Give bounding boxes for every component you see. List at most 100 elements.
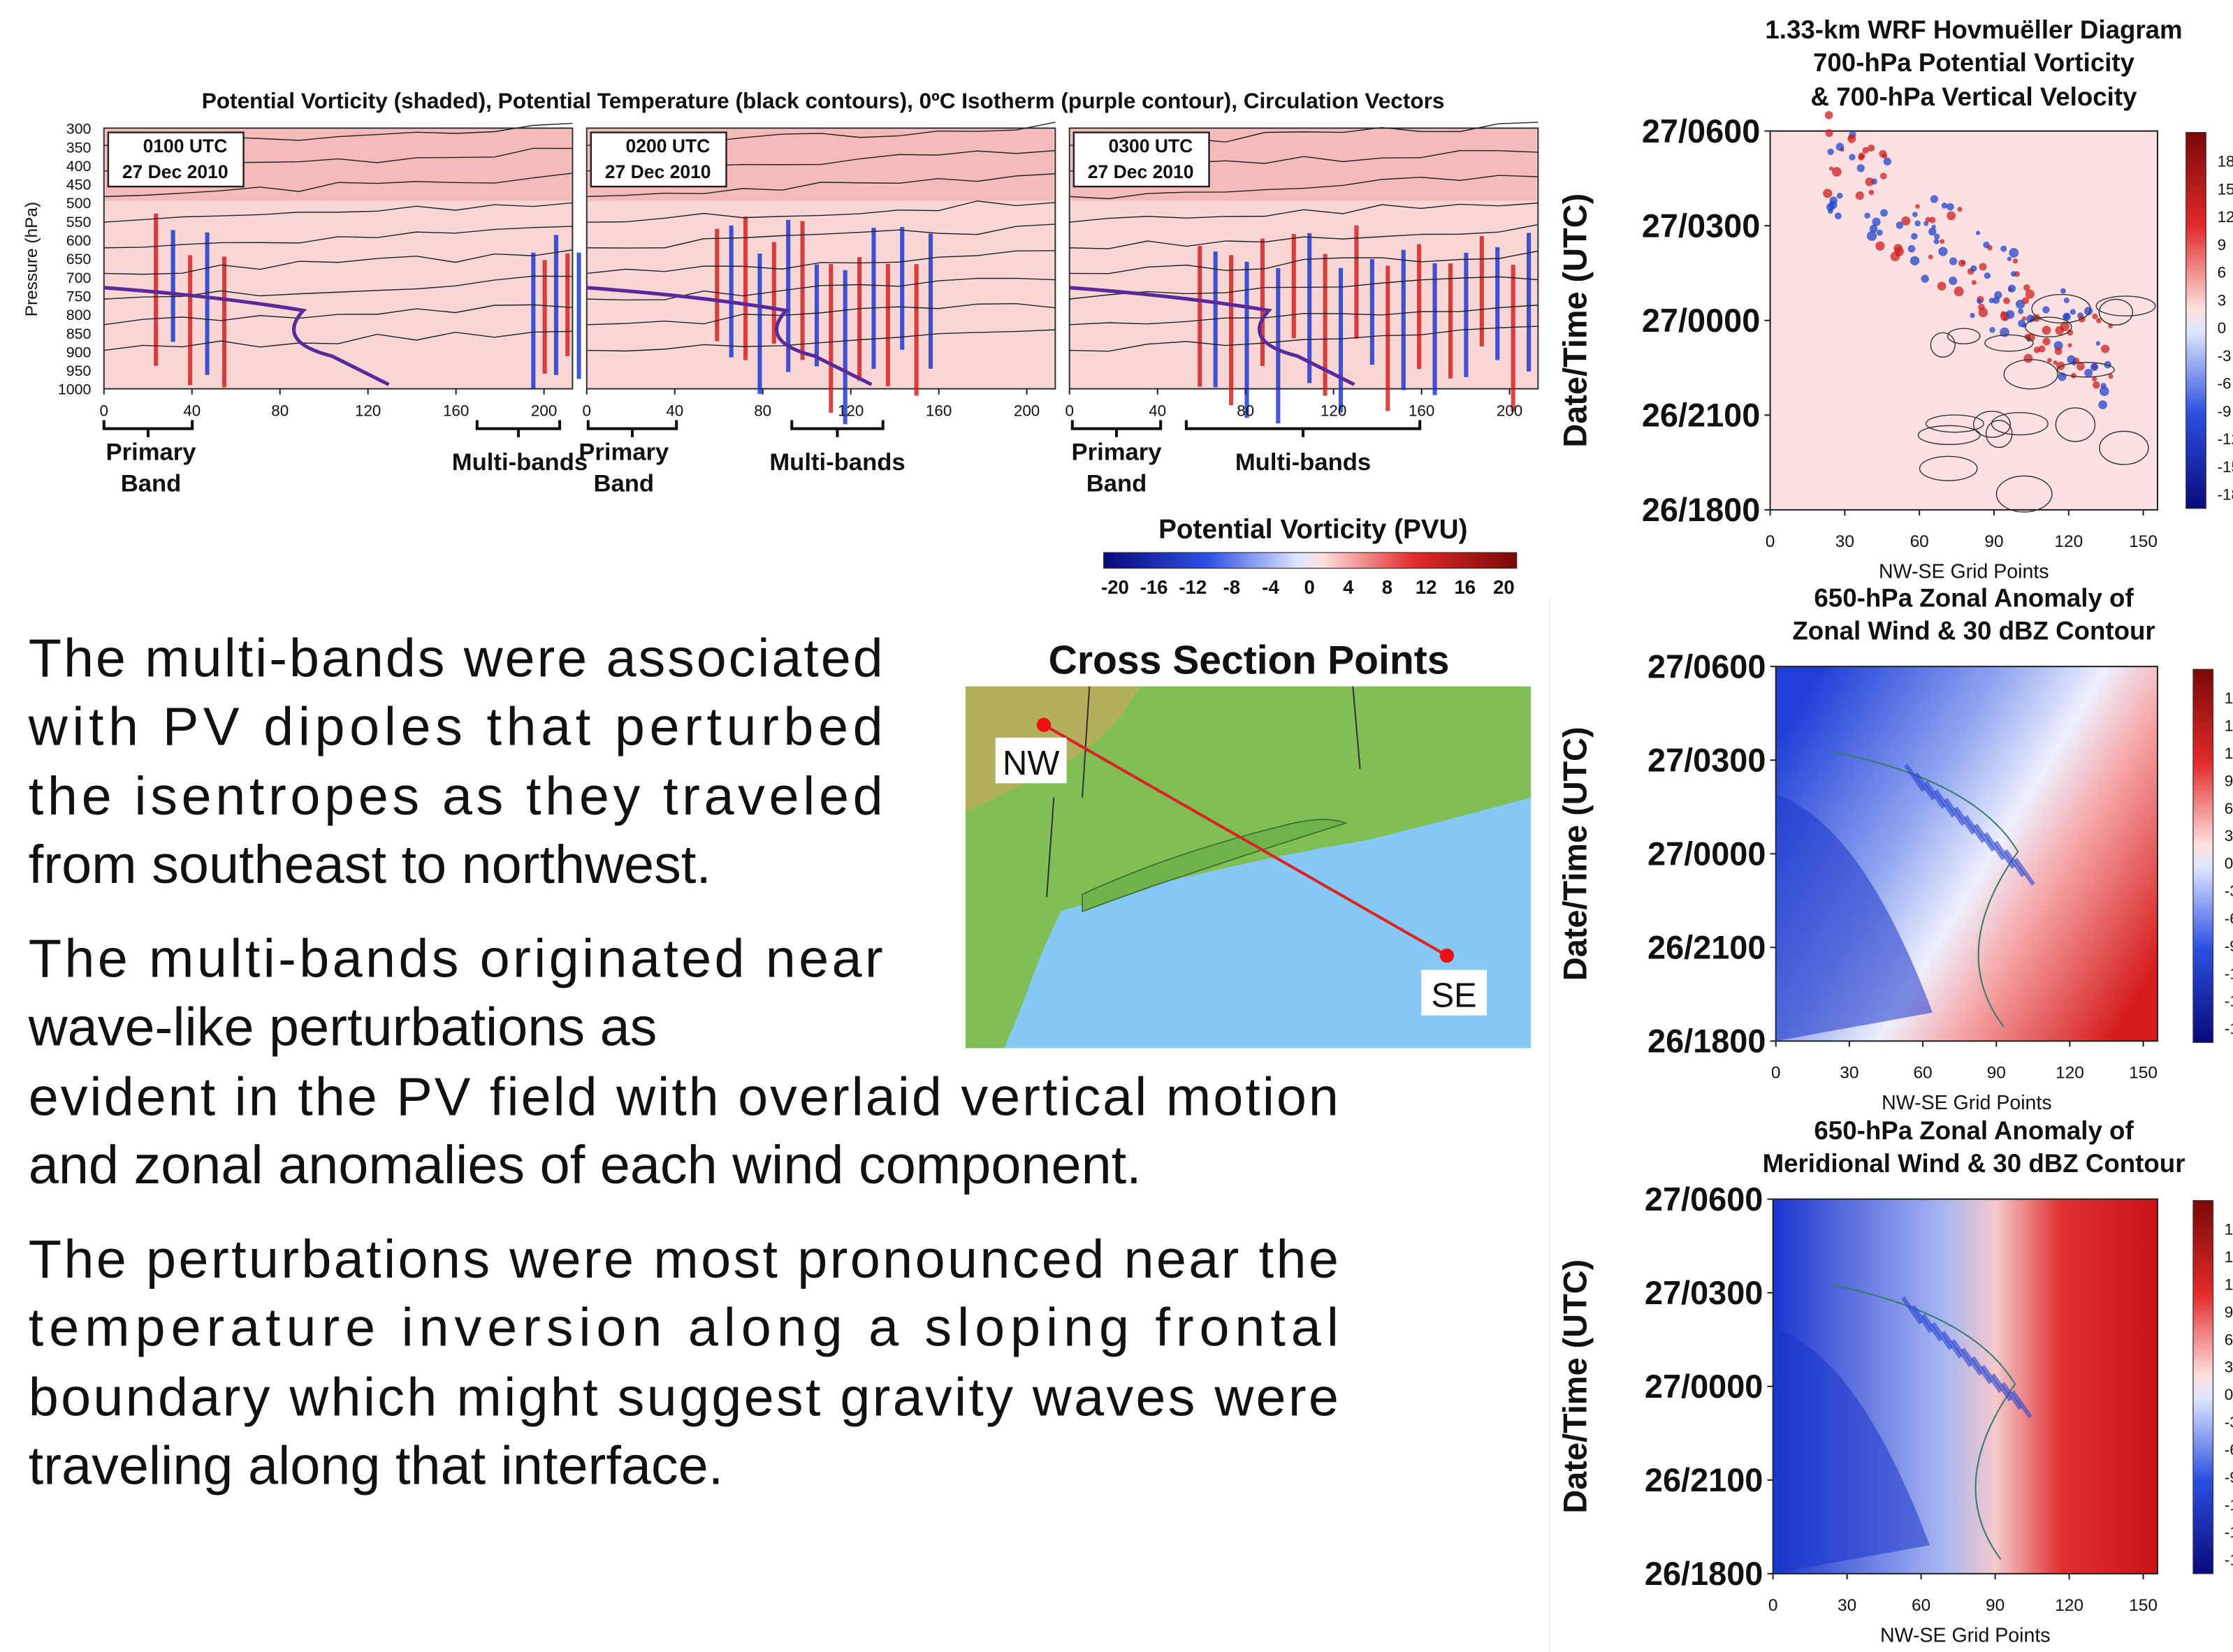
- pv-speck: [2000, 245, 2007, 252]
- colorbar-tick-label: -12: [1179, 576, 1207, 598]
- band-bracket: [1184, 420, 1422, 437]
- paragraph-line: evident in the PV field with overlaid ve…: [29, 1067, 1339, 1127]
- pv-speck: [2063, 297, 2070, 304]
- wave-stripe: [1974, 823, 1995, 852]
- colorbar-tick-label: -6: [2225, 1441, 2233, 1459]
- pv-stripe: [553, 235, 558, 375]
- wave-stripe: [1944, 798, 1965, 826]
- anomaly-core: [1775, 794, 1933, 1041]
- pv-stripe: [857, 257, 862, 381]
- x-tick-label: 30: [1835, 532, 1854, 551]
- colorbar-tick-label: 0: [2218, 319, 2226, 337]
- wave-stripe: [2003, 849, 2025, 877]
- pv-speck: [1836, 192, 1843, 199]
- colorbar: [2192, 668, 2214, 1044]
- pv-speck: [1855, 191, 1864, 200]
- pv-speck: [1890, 251, 1900, 261]
- pv-stripe: [170, 230, 175, 342]
- pv-speck: [2042, 326, 2051, 335]
- pv-speck: [1949, 276, 1958, 286]
- pv-stripe: [1464, 252, 1469, 377]
- y-tick-label: 950: [66, 363, 92, 379]
- pv-speck: [1824, 110, 1833, 119]
- pv-speck: [1910, 256, 1920, 266]
- pv-speck: [1831, 167, 1842, 177]
- pv-speck: [1915, 204, 1920, 209]
- hovmoller-panel: 1.33-km WRF Hovmuëller Diagram 700-hPa Po…: [1557, 15, 2233, 583]
- colorbar-tick-label: 15: [2218, 180, 2233, 198]
- panel-time: 0200 UTC: [626, 136, 711, 156]
- time-box: [1072, 131, 1210, 188]
- pv-speck: [2084, 368, 2093, 377]
- wave-stripe: [1970, 1356, 1993, 1384]
- x-tick-label: 0: [1771, 1063, 1781, 1082]
- pv-speck: [1882, 153, 1888, 159]
- isentrope: [103, 275, 573, 300]
- pv-stripe: [743, 217, 748, 360]
- y-tick-label: 27/0000: [1642, 302, 1760, 339]
- velocity-contour: [1984, 334, 2034, 352]
- isentrope: [586, 302, 1056, 326]
- pv-stripe: [1260, 238, 1265, 366]
- pv-stripe: [715, 228, 720, 342]
- pv-stripe: [1291, 233, 1296, 339]
- colorbar-tick-label: 6: [2218, 264, 2226, 282]
- pv-speck: [2067, 355, 2076, 364]
- colorbar-tick-label: -3: [2225, 882, 2233, 900]
- colorbar-tick-label: -18: [2218, 486, 2233, 504]
- panel-title: 700-hPa Potential Vorticity: [1813, 48, 2135, 77]
- pv-stripe: [1354, 225, 1359, 339]
- x-tick-label: 40: [1149, 402, 1166, 419]
- pv-speck: [1834, 212, 1842, 220]
- isentrope: [1069, 276, 1539, 300]
- colorbar-tick-label: -16: [1140, 576, 1168, 598]
- x-tick-label: 40: [183, 402, 201, 419]
- isentrope: [586, 173, 1056, 198]
- pv-stripe: [729, 225, 734, 358]
- colorbar-tick-label: -20: [1101, 576, 1129, 598]
- colorbar-tick-label: -9: [2225, 1468, 2233, 1486]
- wave-stripe: [1914, 772, 1936, 801]
- pv-stripe: [914, 264, 919, 396]
- velocity-contour: [1972, 411, 2011, 438]
- pv-speck: [2060, 321, 2070, 332]
- paragraph-line: wave-like perturbations as: [28, 997, 657, 1057]
- wave-stripe: [1921, 1313, 1943, 1342]
- time-box: [590, 131, 727, 188]
- y-tick-label: 26/2100: [1642, 397, 1760, 434]
- pv-speck: [1928, 254, 1933, 260]
- pv-stripe: [786, 219, 791, 372]
- pv-speck: [2063, 312, 2071, 321]
- pv-speck: [1978, 307, 1988, 318]
- pv-speck: [2076, 362, 2085, 371]
- pv-speck: [1896, 221, 1904, 229]
- time-box: [107, 131, 245, 188]
- paragraph-line: The multi-bands were associated: [29, 628, 883, 688]
- x-tick-label: 0: [583, 402, 591, 419]
- pv-speck: [1937, 282, 1947, 291]
- primary-band-label: Primary: [106, 439, 197, 466]
- pv-speck: [1934, 233, 1940, 240]
- pv-speck: [2096, 318, 2102, 323]
- pv-speck: [2060, 288, 2066, 294]
- isentrope: [586, 250, 1056, 275]
- x-tick-label: 60: [1912, 1596, 1930, 1615]
- pv-stripe: [565, 253, 570, 356]
- pv-speck: [1923, 221, 1929, 226]
- band-bracket: [586, 420, 678, 437]
- wave-stripe: [1904, 763, 1926, 792]
- pv-speck: [2025, 289, 2035, 299]
- colorbar-tick-label: -9: [2225, 937, 2233, 955]
- x-tick-label: 30: [1838, 1596, 1856, 1615]
- pv-speck: [2092, 381, 2100, 389]
- y-tick-label: 27/0600: [1645, 1181, 1763, 1218]
- nw-box: [995, 738, 1067, 784]
- y-tick-label: 300: [66, 121, 92, 138]
- paragraph-line: traveling along that interface.: [29, 1435, 723, 1496]
- pv-stripe: [1229, 255, 1234, 406]
- panel-title: & 700-hPa Vertical Velocity: [1811, 82, 2138, 111]
- velocity-contour: [2031, 293, 2091, 324]
- pv-speck: [2070, 372, 2076, 379]
- pv-speck: [1858, 154, 1865, 161]
- pv-speck: [2027, 333, 2035, 342]
